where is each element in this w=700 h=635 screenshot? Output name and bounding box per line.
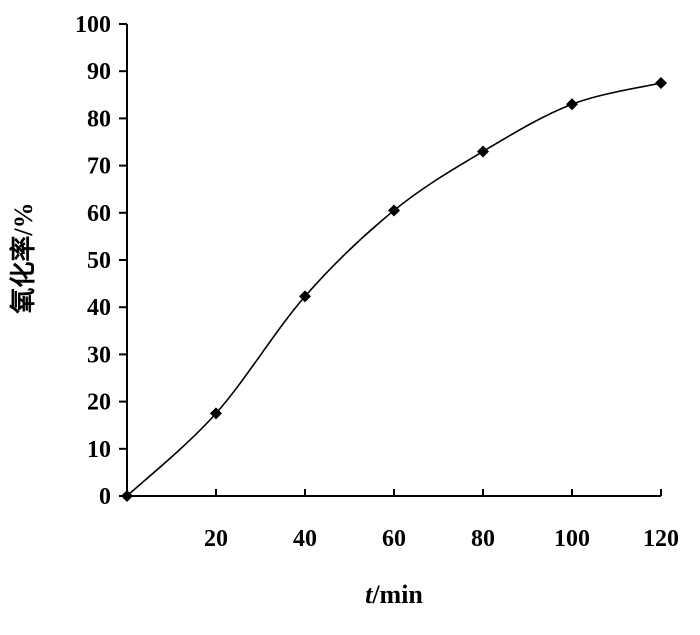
y-tick-label: 0 [99,484,111,510]
y-tick-label: 40 [87,295,111,321]
data-point-marker [121,490,133,502]
data-markers [121,77,667,502]
y-axis-ticks: 0 10 20 30 40 50 60 70 80 90 100 [75,12,127,510]
x-tick-label: 80 [471,526,495,552]
data-point-marker [388,204,400,217]
x-axis-label-unit: /min [371,580,423,609]
y-tick-label: 80 [87,106,111,132]
x-tick-label: 120 [643,526,679,552]
y-tick-label: 30 [87,342,111,368]
y-tick-label: 20 [87,390,111,416]
x-axis-label: t/min [365,580,423,609]
y-tick-label: 50 [87,248,111,274]
data-point-marker [210,407,222,420]
x-tick-label: 100 [554,526,590,552]
y-tick-label: 100 [75,12,111,38]
y-tick-label: 90 [87,59,111,85]
data-point-marker [299,290,311,303]
series-line [126,82,662,497]
y-tick-label: 60 [87,201,111,227]
x-axis-ticks: 20 40 60 80 100 120 [204,489,679,552]
x-tick-label: 20 [204,526,228,552]
data-point-marker [566,98,578,111]
data-point-marker [655,77,667,89]
y-tick-label: 70 [87,154,111,180]
x-tick-label: 40 [293,526,317,552]
x-axis-label-variable: t [365,580,373,609]
y-tick-label: 10 [87,437,111,463]
data-point-marker [477,145,489,158]
x-tick-label: 60 [382,526,406,552]
y-axis-label: 氧化率/% [8,202,38,314]
